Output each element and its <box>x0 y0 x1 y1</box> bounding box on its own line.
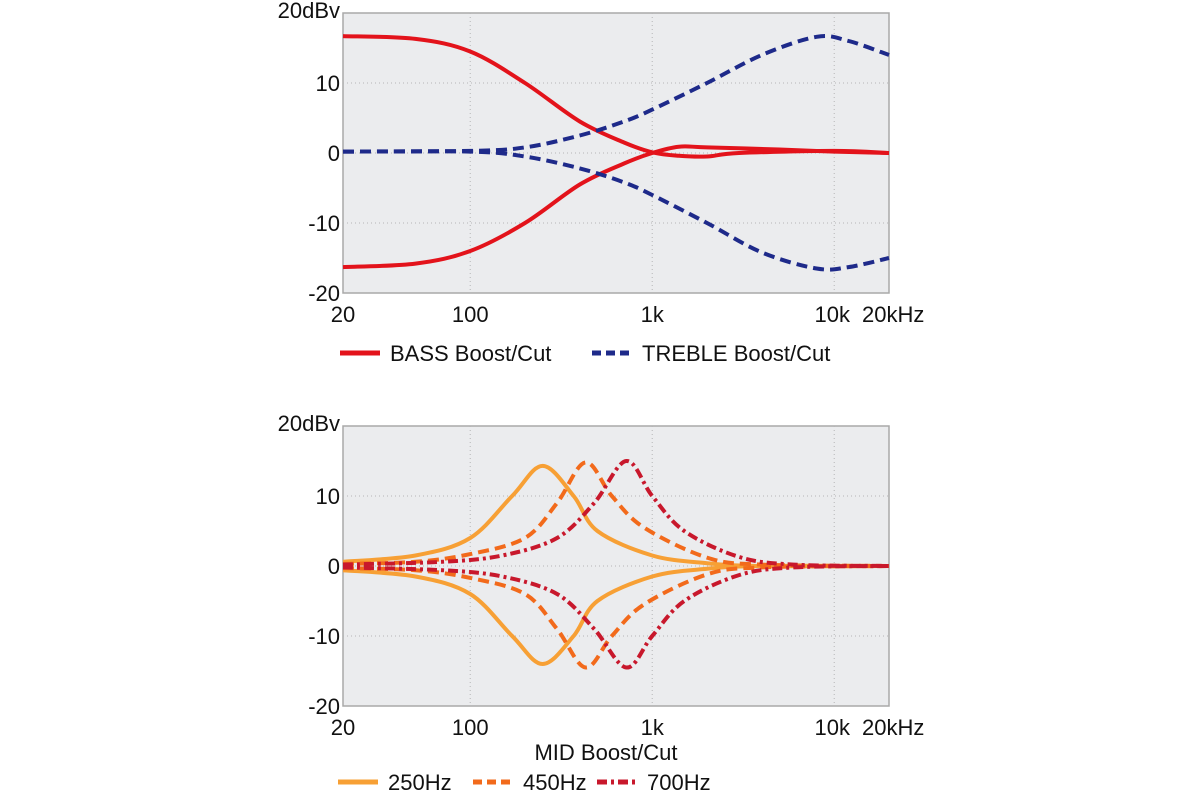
x-tick-label: 20kHz <box>862 302 924 327</box>
legend-label: BASS Boost/Cut <box>390 341 551 366</box>
y-tick-label: 10 <box>316 71 340 96</box>
y-tick-label: -10 <box>308 211 340 236</box>
y-tick-label: 20dBv <box>278 0 340 23</box>
y-tick-label: -20 <box>308 694 340 719</box>
x-tick-label: 20 <box>331 302 355 327</box>
legend-label: 700Hz <box>647 770 711 795</box>
y-tick-label: -10 <box>308 624 340 649</box>
x-tick-label: 10k <box>814 302 850 327</box>
series-line-700hz <box>342 564 890 670</box>
chart-0: 20 100 1k 10k 20kHz -20 -10 0 10 20dBv BASS Boost/… <box>278 0 925 366</box>
series-line-700hz <box>342 459 890 568</box>
x-tick-label: 20 <box>331 715 355 740</box>
y-tick-label: 20dBv <box>278 411 340 436</box>
x-tick-label: 1k <box>641 302 665 327</box>
series-line-250hz <box>342 563 890 667</box>
y-tick-label: 0 <box>328 141 340 166</box>
series-line-treble-boost-cut <box>342 149 890 272</box>
y-tick-label: -20 <box>308 281 340 306</box>
legend-label: TREBLE Boost/Cut <box>642 341 830 366</box>
series-line-bass-boost-cut <box>342 34 890 159</box>
x-axis-label: MID Boost/Cut <box>534 740 677 765</box>
series-line-450hz <box>342 564 890 670</box>
legend-label: 250Hz <box>388 770 452 795</box>
x-tick-label: 20kHz <box>862 715 924 740</box>
x-tick-label: 10k <box>814 715 850 740</box>
y-tick-label: 10 <box>316 484 340 509</box>
series-line-treble-boost-cut <box>342 34 890 154</box>
x-tick-label: 100 <box>452 302 489 327</box>
x-tick-label: 100 <box>452 715 489 740</box>
chart-1: 20 100 1k 10k 20kHz -20 -10 0 10 20dBv MID Boost/C… <box>278 411 925 795</box>
y-tick-label: 0 <box>328 554 340 579</box>
series-line-bass-boost-cut <box>342 144 890 270</box>
legend-label: 450Hz <box>523 770 587 795</box>
x-tick-label: 1k <box>641 715 665 740</box>
series-line-450hz <box>342 460 890 568</box>
